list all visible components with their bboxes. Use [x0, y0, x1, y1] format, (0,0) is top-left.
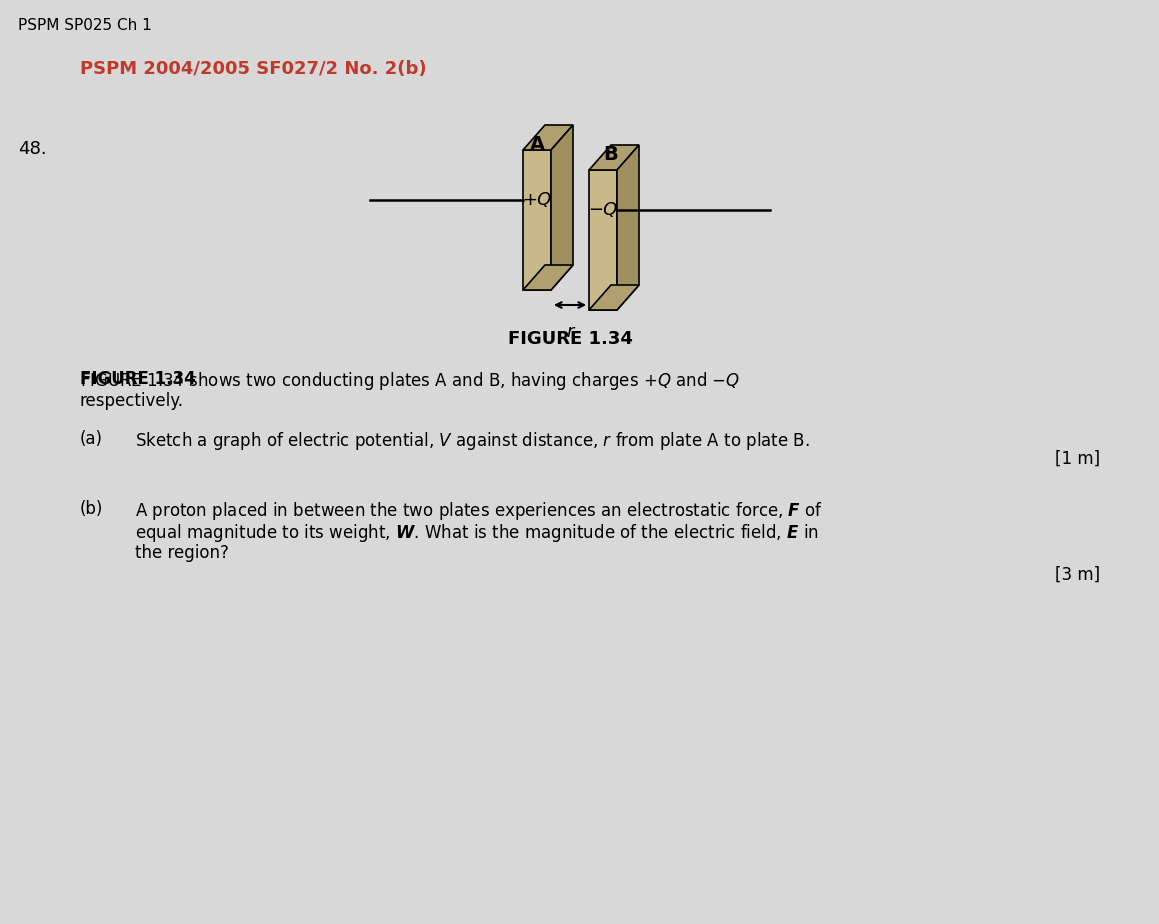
Text: FIGURE 1.34: FIGURE 1.34 [80, 370, 196, 388]
Polygon shape [589, 285, 639, 310]
Polygon shape [617, 145, 639, 310]
Text: 48.: 48. [19, 140, 46, 158]
Text: r: r [567, 323, 574, 341]
Text: B: B [604, 145, 619, 164]
Text: the region?: the region? [134, 544, 228, 562]
Polygon shape [523, 265, 573, 290]
Text: Sketch a graph of electric potential, $V$ against distance, $r$ from plate A to : Sketch a graph of electric potential, $V… [134, 430, 810, 452]
Polygon shape [523, 150, 551, 290]
Polygon shape [589, 145, 639, 170]
Text: [3 m]: [3 m] [1055, 566, 1100, 584]
Text: A proton placed in between the two plates experiences an electrostatic force, $\: A proton placed in between the two plate… [134, 500, 823, 522]
Polygon shape [589, 170, 617, 310]
Text: equal magnitude to its weight, $\boldsymbol{W}$. What is the magnitude of the el: equal magnitude to its weight, $\boldsym… [134, 522, 819, 544]
Text: (a): (a) [80, 430, 103, 448]
Text: +Q: +Q [523, 191, 552, 209]
Text: FIGURE 1.34 shows two conducting plates A and B, having charges +$Q$ and $-Q$: FIGURE 1.34 shows two conducting plates … [80, 370, 741, 392]
Text: respectively.: respectively. [80, 392, 184, 410]
Text: [1 m]: [1 m] [1055, 450, 1100, 468]
Text: A: A [530, 135, 545, 154]
Text: −Q: −Q [589, 201, 618, 219]
Text: PSPM 2004/2005 SF027/2 No. 2(b): PSPM 2004/2005 SF027/2 No. 2(b) [80, 60, 427, 78]
Text: (b): (b) [80, 500, 103, 518]
Text: FIGURE 1.34: FIGURE 1.34 [508, 330, 633, 348]
Polygon shape [523, 125, 573, 150]
Text: PSPM SP025 Ch 1: PSPM SP025 Ch 1 [19, 18, 152, 33]
Polygon shape [551, 125, 573, 290]
